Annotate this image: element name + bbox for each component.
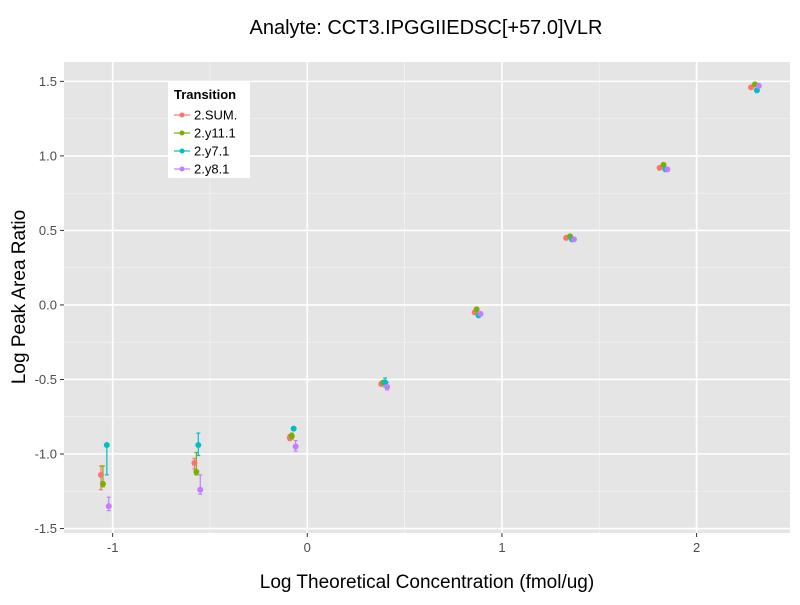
legend-label: 2.y8.1	[194, 162, 229, 177]
legend-label: 2.y11.1	[194, 126, 236, 141]
data-point-2-y7-1	[290, 425, 297, 432]
legend: Transition 2.SUM. 2.y11.1 2.y7.1 2.y8.1	[168, 82, 250, 178]
legend-item-2-y7-1: 2.y7.1	[174, 144, 229, 159]
data-point-2-y8-1	[384, 383, 391, 390]
x-axis-title: Log Theoretical Concentration (fmol/ug)	[260, 572, 594, 593]
y-tick-label: -0.5	[35, 372, 57, 387]
legend-item-2-y11-1: 2.y11.1	[174, 126, 236, 141]
data-points	[97, 81, 762, 510]
legend-item-2-sum: 2.SUM.	[174, 108, 237, 123]
data-point-2-y7-1	[195, 442, 202, 449]
data-point-2-sum	[97, 471, 104, 478]
y-tick-label: -1.5	[35, 521, 57, 536]
data-point-2-y8-1	[477, 310, 484, 317]
legend-item-2-y8-1: 2.y8.1	[174, 162, 229, 177]
major-gridlines	[64, 62, 790, 533]
y-axis-ticks: -1.5 -1.0 -0.5 0.0 0.5 1.0 1.5	[35, 74, 64, 536]
data-point-2-y7-1	[382, 379, 389, 386]
legend-key-point	[179, 166, 185, 172]
data-point-2-y8-1	[664, 166, 671, 173]
y-tick-label: 1.5	[39, 74, 57, 89]
legend-label: 2.SUM.	[194, 108, 237, 123]
data-point-2-y8-1	[292, 443, 299, 450]
data-point-2-y8-1	[755, 82, 762, 89]
data-point-2-y7-1	[753, 87, 760, 94]
data-point-2-y11-1	[99, 480, 106, 487]
x-tick-label: 1	[498, 540, 505, 555]
legend-title: Transition	[174, 87, 236, 102]
data-point-2-sum	[191, 459, 198, 466]
legend-key-point	[179, 112, 185, 118]
x-tick-label: -1	[107, 540, 119, 555]
data-point-2-y11-1	[193, 468, 200, 475]
data-point-2-y8-1	[197, 486, 204, 493]
legend-label: 2.y7.1	[194, 144, 229, 159]
data-point-2-y11-1	[660, 161, 667, 168]
data-point-2-y11-1	[473, 306, 480, 313]
x-axis-ticks: -1 0 1 2	[107, 533, 700, 555]
x-tick-label: 0	[304, 540, 311, 555]
y-tick-label: 1.0	[39, 148, 57, 163]
chart-title: Analyte: CCT3.IPGGIIEDSC[+57.0]VLR	[250, 17, 603, 39]
data-point-2-y8-1	[105, 503, 112, 510]
y-tick-label: -1.0	[35, 447, 57, 462]
data-point-2-y7-1	[103, 442, 110, 449]
data-point-2-y8-1	[570, 236, 577, 243]
legend-key-point	[179, 130, 185, 136]
y-tick-label: 0.0	[39, 297, 57, 312]
legend-key-point	[179, 148, 185, 154]
y-tick-label: 0.5	[39, 223, 57, 238]
legend-box	[168, 82, 250, 178]
x-tick-label: 2	[693, 540, 700, 555]
y-axis-title: Log Peak Area Ratio	[9, 210, 30, 384]
data-point-2-y11-1	[288, 433, 295, 440]
